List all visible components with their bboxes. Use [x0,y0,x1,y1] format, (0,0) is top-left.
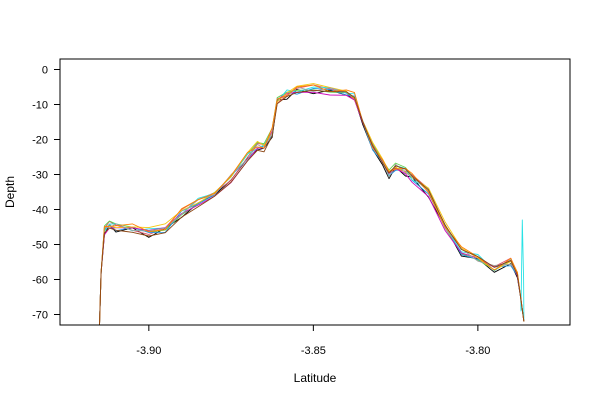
series-line [99,91,525,325]
series-line [99,89,525,325]
x-axis-label: Latitude [294,371,337,385]
y-tick-label: 0 [42,65,48,77]
y-tick-label: -10 [32,100,48,112]
y-tick-label: -40 [32,205,48,217]
series-line [99,83,525,325]
series-line [99,86,525,325]
series-line [99,87,525,325]
y-tick-label: -70 [32,310,48,322]
plot-frame [59,58,571,326]
y-axis: 0 -10 -20 -30 -40 -50 -60 -70 [32,65,60,322]
x-tick-label: -3.85 [301,345,326,357]
x-tick-label: -3.90 [136,345,161,357]
y-tick-label: -30 [32,170,48,182]
series-line [99,89,525,325]
series-line [99,84,525,325]
x-tick-label: -3.80 [465,345,490,357]
series-lines [99,83,525,325]
y-tick-label: -20 [32,135,48,147]
series-line [99,89,525,325]
series-line [99,86,525,325]
series-line [99,84,525,325]
y-tick-label: -50 [32,240,48,252]
y-tick-label: -60 [32,275,48,287]
x-axis: -3.90 -3.85 -3.80 [136,325,490,357]
y-axis-label: Depth [3,176,17,208]
